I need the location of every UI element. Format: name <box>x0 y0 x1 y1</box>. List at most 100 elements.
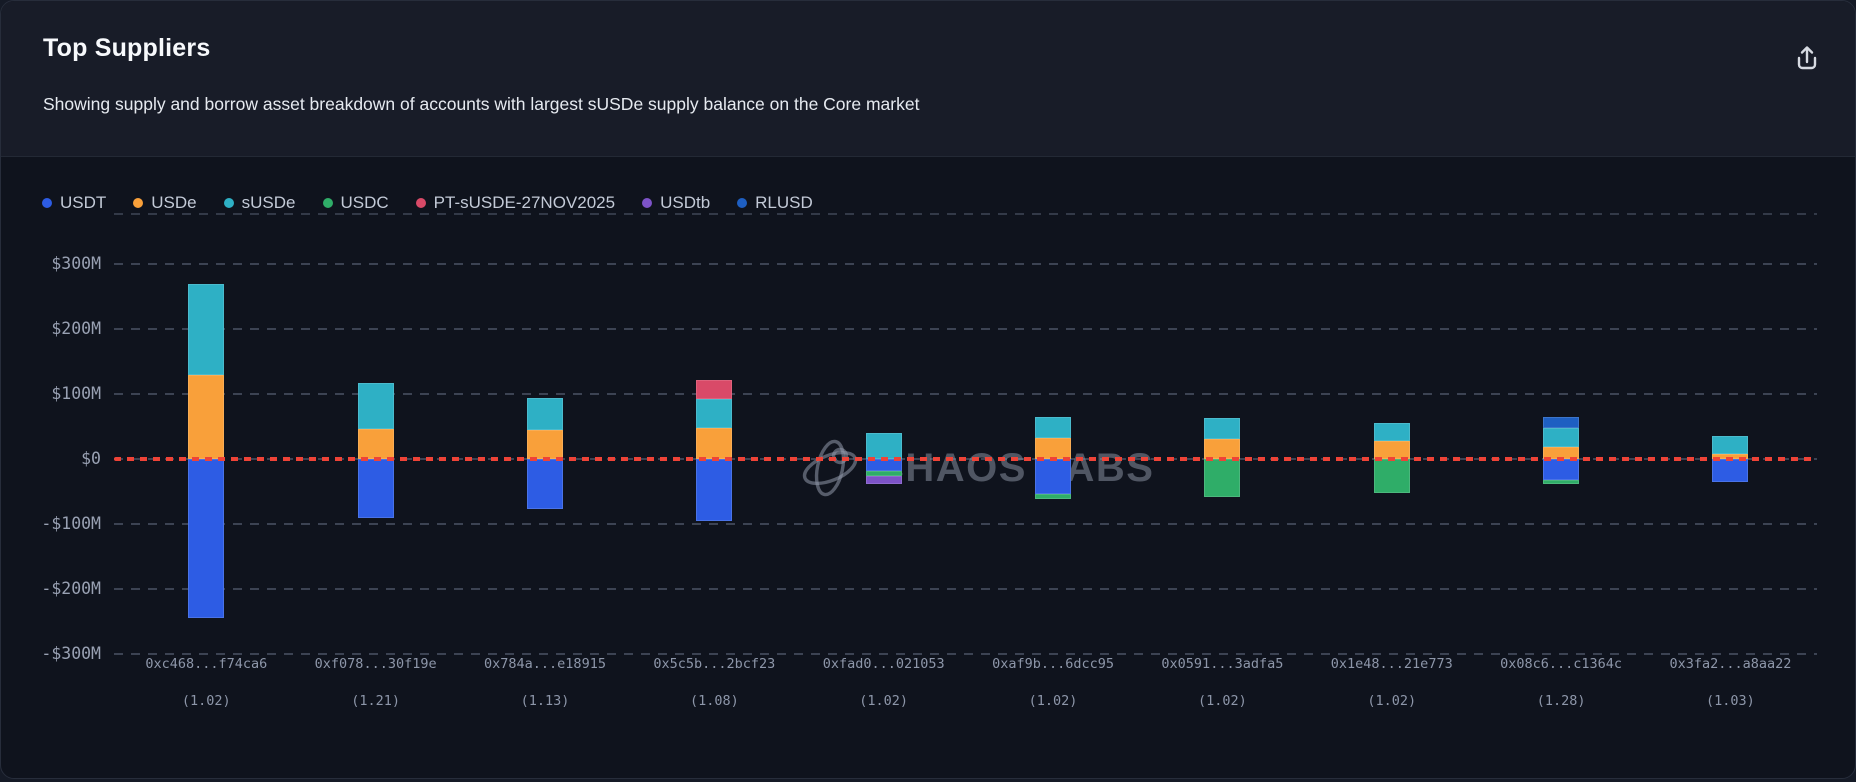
bar-segment-USDC[interactable] <box>1373 459 1410 494</box>
chart-legend: USDT USDe sUSDe USDC PT-sUSDE-27NOV2025 USDtb… <box>42 193 813 213</box>
y-axis-tick: -$300M <box>41 643 101 663</box>
legend-item-USDtb[interactable]: USDtb <box>642 193 710 213</box>
legend-dot-icon <box>415 198 426 208</box>
x-axis-address-label: 0x1e48...21e773 <box>1300 656 1484 672</box>
y-axis-tick: -$200M <box>41 578 101 598</box>
legend-item-sUSDe[interactable]: sUSDe <box>223 193 296 213</box>
bar-segment-sUSDe[interactable] <box>1712 436 1749 454</box>
x-axis-health-factor-label: (1.13) <box>453 693 637 709</box>
bar-segment-USDT[interactable] <box>1712 459 1749 482</box>
x-axis-address-label: 0x5c5b...2bcf23 <box>622 656 806 672</box>
bar-segment-USDe[interactable] <box>1543 447 1580 459</box>
x-axis-address-label: 0x0591...3adfa5 <box>1130 656 1314 672</box>
x-axis-address-label: 0xc468...f74ca6 <box>114 656 298 672</box>
bar-segment-USDe[interactable] <box>1712 453 1749 459</box>
gridline-$200M <box>114 328 1817 330</box>
bar-segment-USDe[interactable] <box>527 429 563 459</box>
x-axis-address-label: 0x08c6...c1364c <box>1469 656 1653 672</box>
page-title: Top Suppliers <box>43 34 211 62</box>
gridline--$100M <box>114 523 1817 525</box>
zero-value-line <box>114 457 1817 461</box>
bar-segment-sUSDe[interactable] <box>527 397 563 430</box>
gridline--$200M <box>114 588 1817 590</box>
y-axis-tick: $0 <box>81 448 101 468</box>
y-axis-tick: $200M <box>51 318 101 338</box>
bar-segment-USDe[interactable] <box>1373 440 1410 459</box>
x-axis-health-factor-label: (1.02) <box>792 693 976 709</box>
bar-segment-USDT[interactable] <box>1543 459 1580 480</box>
legend-item-USDC[interactable]: USDC <box>322 193 389 213</box>
legend-label: RLUSD <box>755 193 813 212</box>
bar-segment-sUSDe[interactable] <box>1035 416 1072 439</box>
legend-dot-icon <box>133 198 144 208</box>
legend-label: USDtb <box>660 193 711 212</box>
share-export-icon <box>1797 45 1817 69</box>
bar-segment-RLUSD[interactable] <box>1543 416 1580 429</box>
plot-top-boundary <box>114 213 1817 215</box>
bar-segment-sUSDe[interactable] <box>1543 428 1580 448</box>
bar-segment-PT-sUSDE-27NOV2025[interactable] <box>696 379 733 400</box>
chaos-labs-logo-icon <box>802 439 858 497</box>
bar-segment-USDT[interactable] <box>188 459 225 619</box>
bar-segment-sUSDe[interactable] <box>188 284 225 376</box>
legend-dot-icon <box>42 198 52 208</box>
bar-segment-USDC[interactable] <box>1543 479 1580 485</box>
bar-segment-sUSDe[interactable] <box>1204 418 1241 439</box>
card-subtitle: Showing supply and borrow asset breakdow… <box>43 94 920 114</box>
card-header: Top Suppliers Showing supply and borrow … <box>1 1 1855 157</box>
x-axis-address-label: 0xaf9b...6dcc95 <box>961 656 1145 672</box>
bar-segment-sUSDe[interactable] <box>357 382 394 430</box>
bar-segment-USDT[interactable] <box>357 459 394 519</box>
bar-segment-USDe[interactable] <box>1204 438 1241 459</box>
legend-label: USDC <box>340 193 389 212</box>
y-axis-tick: -$100M <box>41 513 101 533</box>
legend-label: USDT <box>60 193 107 212</box>
x-axis-health-factor-label: (1.02) <box>961 693 1145 709</box>
bar-segment-USDT[interactable] <box>1035 459 1072 495</box>
bar-segment-USDC[interactable] <box>865 470 902 476</box>
legend-label: sUSDe <box>241 193 296 212</box>
legend-item-USDT[interactable]: USDT <box>42 193 106 213</box>
bar-segment-USDe[interactable] <box>1035 438 1072 459</box>
x-axis-health-factor-label: (1.02) <box>1130 693 1314 709</box>
bar-segment-sUSDe[interactable] <box>696 399 733 428</box>
bar-segment-USDe[interactable] <box>696 427 733 459</box>
bar-segment-sUSDe[interactable] <box>1373 423 1410 441</box>
bar-segment-USDC[interactable] <box>1035 494 1072 500</box>
legend-dot-icon <box>642 198 653 208</box>
bar-segment-USDT[interactable] <box>527 459 563 510</box>
x-axis-address-label: 0xfad0...021053 <box>792 656 976 672</box>
y-axis-tick: $300M <box>51 253 101 273</box>
legend-item-RLUSD[interactable]: RLUSD <box>737 193 813 213</box>
legend-label: PT-sUSDE-27NOV2025 <box>433 193 616 212</box>
bar-segment-USDC[interactable] <box>1204 459 1241 497</box>
x-axis-health-factor-label: (1.21) <box>284 693 468 709</box>
legend-label: USDe <box>151 193 197 212</box>
bar-segment-USDT[interactable] <box>696 459 733 521</box>
bar-segment-USDT[interactable] <box>865 459 902 471</box>
export-share-button[interactable] <box>1787 39 1827 79</box>
watermark-text: CHAOS LABS <box>875 445 1155 490</box>
y-axis-tick: $100M <box>51 383 101 403</box>
legend-item-USDe[interactable]: USDe <box>133 193 197 213</box>
bar-segment-USDe[interactable] <box>188 375 225 459</box>
bar-segment-USDtb[interactable] <box>865 475 902 484</box>
x-axis-health-factor-label: (1.03) <box>1638 693 1822 709</box>
x-axis-health-factor-label: (1.28) <box>1469 693 1653 709</box>
bar-segment-USDe[interactable] <box>357 429 394 459</box>
x-axis-address-label: 0xf078...30f19e <box>284 656 468 672</box>
x-axis-address-label: 0x784a...e18915 <box>453 656 637 672</box>
legend-item-PT-sUSDE-27NOV2025[interactable]: PT-sUSDE-27NOV2025 <box>415 193 616 213</box>
x-axis-health-factor-label: (1.08) <box>622 693 806 709</box>
legend-dot-icon <box>737 198 748 208</box>
x-axis-address-label: 0x3fa2...a8aa22 <box>1638 656 1822 672</box>
x-axis-health-factor-label: (1.02) <box>114 693 298 709</box>
gridline-$100M <box>114 393 1817 395</box>
legend-dot-icon <box>322 198 333 208</box>
gridline--$300M <box>114 653 1817 655</box>
gridline-$300M <box>114 263 1817 265</box>
watermark: CHAOS LABS <box>797 435 1154 501</box>
bar-segment-sUSDe[interactable] <box>865 433 902 459</box>
